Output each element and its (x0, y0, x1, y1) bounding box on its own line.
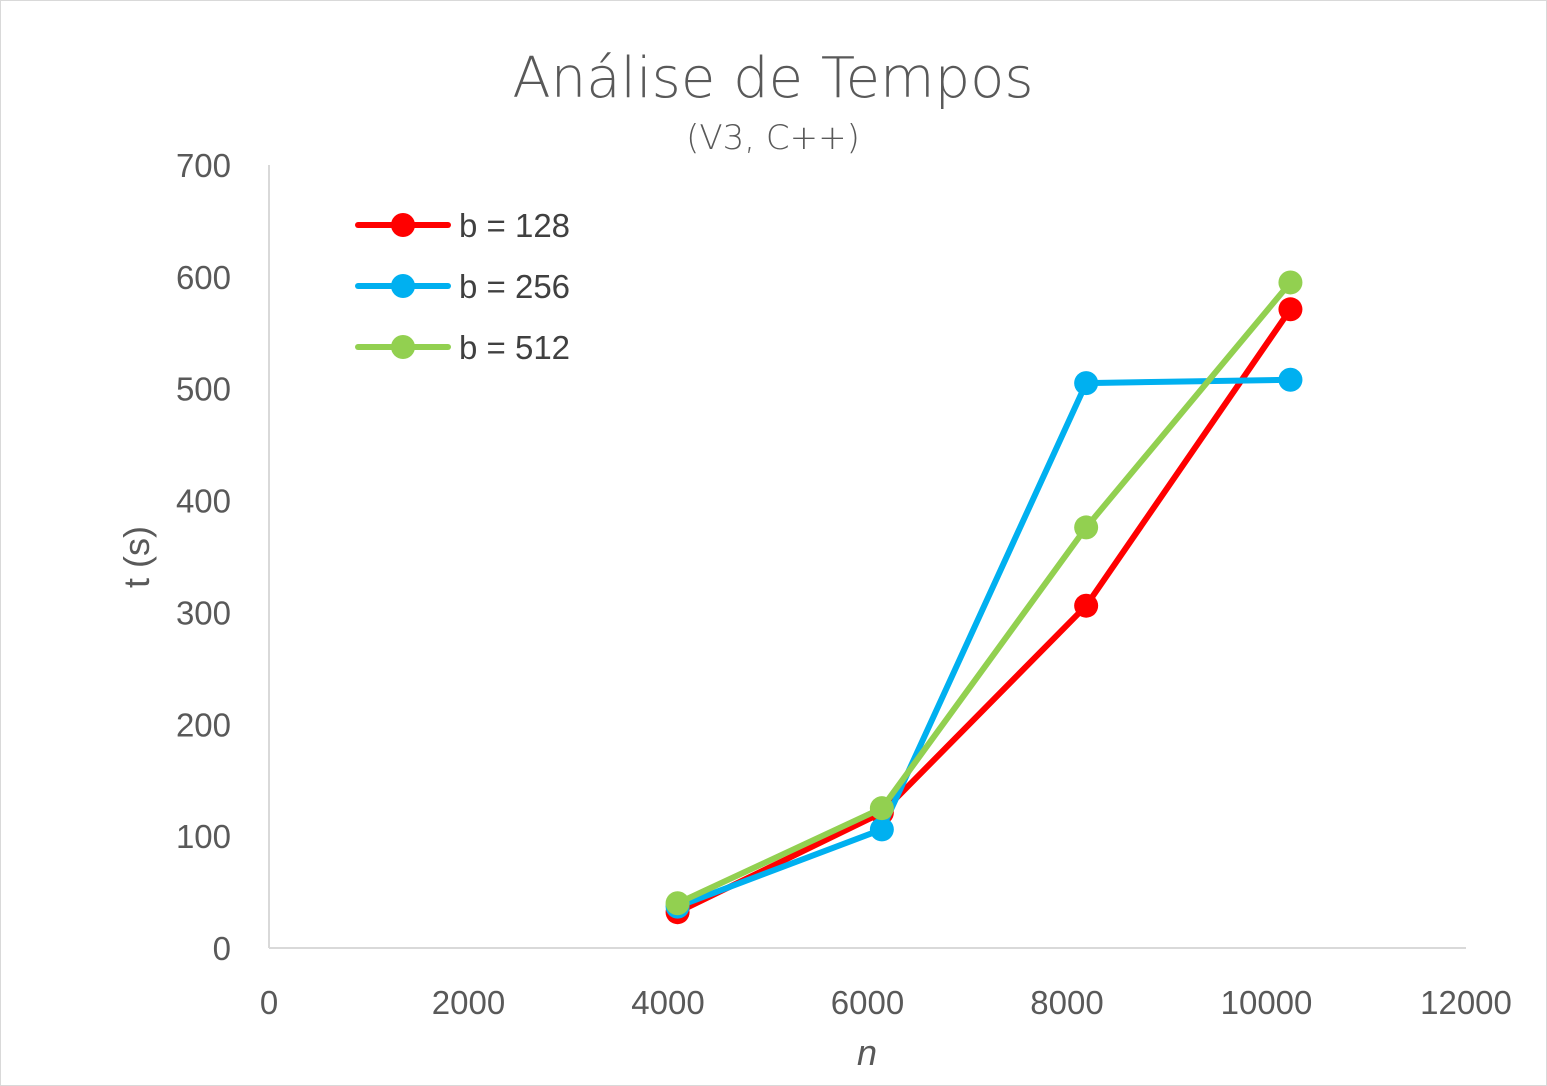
legend-item: b = 256 (355, 268, 570, 305)
legend-item: b = 512 (355, 329, 570, 366)
legend-marker (391, 335, 415, 359)
series-3 (665, 270, 1303, 916)
data-point (869, 796, 894, 821)
x-tick-label: 6000 (831, 984, 904, 1021)
x-tick-label: 4000 (631, 984, 704, 1021)
legend-label: b = 512 (459, 329, 570, 366)
y-tick-label: 0 (213, 930, 231, 967)
series-layer (665, 270, 1303, 925)
x-axis-ticks: 0 2000 4000 6000 8000 10000 12000 (260, 984, 1512, 1021)
y-tick-label: 700 (176, 147, 231, 184)
x-tick-label: 8000 (1030, 984, 1103, 1021)
y-tick-label: 400 (176, 483, 231, 520)
y-tick-label: 100 (176, 818, 231, 855)
x-tick-label: 0 (260, 984, 278, 1021)
data-point (869, 817, 894, 842)
series-line (674, 279, 1294, 907)
data-point (1278, 297, 1303, 322)
x-tick-label: 10000 (1221, 984, 1313, 1021)
series-line (674, 376, 1294, 910)
legend-label: b = 128 (459, 207, 570, 244)
legend: b = 128 b = 256 b = 512 (355, 207, 570, 366)
legend-marker (391, 213, 415, 237)
x-axis-title: n (857, 1032, 877, 1073)
x-tick-label: 12000 (1420, 984, 1512, 1021)
y-tick-label: 600 (176, 259, 231, 296)
y-axis-title: t (s) (116, 526, 157, 588)
y-tick-label: 500 (176, 371, 231, 408)
legend-label: b = 256 (459, 268, 570, 305)
data-point (1074, 593, 1099, 618)
y-axis-ticks: 0 100 200 300 400 500 600 700 (176, 147, 231, 967)
data-point (1074, 515, 1099, 540)
data-point (1074, 371, 1099, 396)
y-tick-label: 300 (176, 594, 231, 631)
series-2 (665, 367, 1303, 919)
data-point (665, 891, 690, 916)
legend-item: b = 128 (355, 207, 570, 244)
x-tick-label: 2000 (432, 984, 505, 1021)
series-line (674, 306, 1294, 916)
chart-title: Análise de Tempos (512, 46, 1033, 111)
legend-marker (391, 274, 415, 298)
data-point (1278, 270, 1303, 295)
y-tick-label: 200 (176, 706, 231, 743)
chart-subtitle: (V3, C++) (686, 118, 860, 158)
data-point (1278, 367, 1303, 392)
